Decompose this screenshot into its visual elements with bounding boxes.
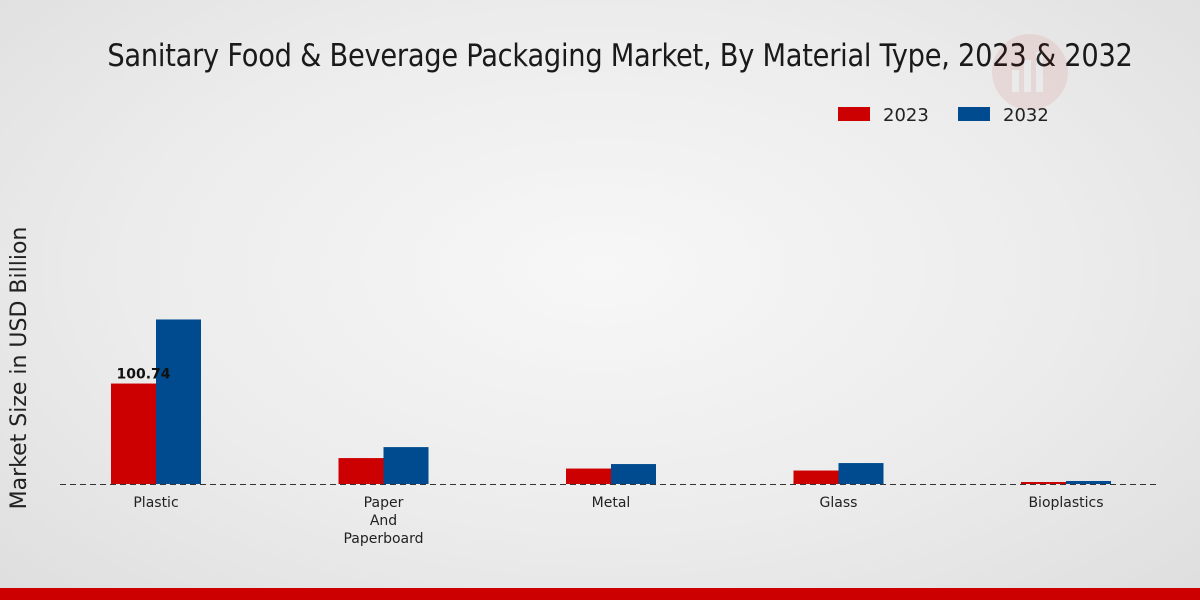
legend-swatch-2032 xyxy=(958,107,990,121)
legend-label-2023: 2023 xyxy=(883,105,929,126)
legend: 2023 2032 xyxy=(838,105,1049,126)
bar-metal-2023 xyxy=(566,468,611,484)
bar-plastic-2023 xyxy=(111,383,156,484)
x-tick-label-paper-and-paperboard-line-2: And xyxy=(370,513,397,529)
data-labels: 100.74 xyxy=(116,367,170,383)
bar-metal-2032 xyxy=(611,464,656,484)
legend-label-2032: 2032 xyxy=(1003,105,1049,126)
legend-swatch-2023 xyxy=(838,107,870,121)
bar-paper-and-paperboard-2023 xyxy=(338,458,384,484)
x-tick-label-metal: Metal xyxy=(592,495,631,511)
bar-glass-2032 xyxy=(838,463,884,484)
bars-group xyxy=(111,319,1111,484)
x-tick-labels: Plastic Paper And Paperboard Metal Glass Biopl… xyxy=(133,495,1103,547)
footer-accent-bar xyxy=(0,588,1200,600)
x-tick-label-glass: Glass xyxy=(820,495,858,511)
x-tick-label-plastic: Plastic xyxy=(133,495,178,511)
chart-title: Sanitary Food & Beverage Packaging Marke… xyxy=(107,38,1133,74)
bar-bioplastics-2032 xyxy=(1066,481,1111,484)
x-tick-label-bioplastics: Bioplastics xyxy=(1028,495,1103,511)
bar-paper-and-paperboard-2032 xyxy=(383,447,429,484)
x-tick-label-paper-and-paperboard-line-3: Paperboard xyxy=(343,531,423,547)
data-label-plastic-2023: 100.74 xyxy=(116,367,170,383)
y-axis-label: Market Size in USD Billion xyxy=(7,227,32,510)
watermark-logo xyxy=(992,34,1068,110)
bar-glass-2023 xyxy=(793,470,839,484)
bar-bioplastics-2023 xyxy=(1021,482,1066,484)
bar-plastic-2032 xyxy=(156,319,201,484)
x-tick-label-paper-and-paperboard-line-1: Paper xyxy=(364,495,404,511)
y-axis-label-group: Market Size in USD Billion xyxy=(7,227,32,510)
